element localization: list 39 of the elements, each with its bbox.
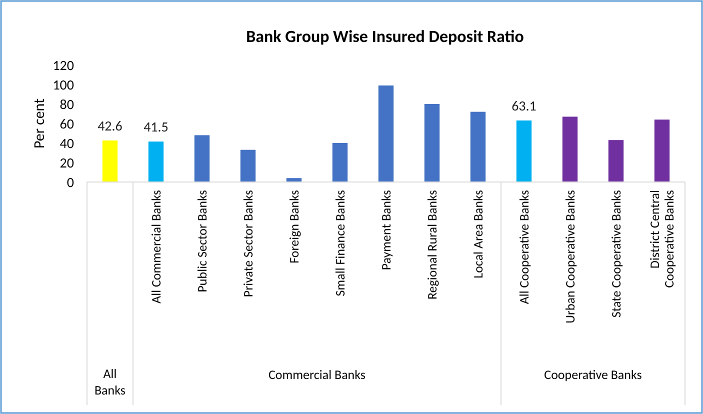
x-tick-label: All Cooperative Banks	[518, 190, 533, 304]
x-tick-label: Foreign Banks	[288, 190, 303, 264]
bar	[608, 140, 624, 182]
x-tick-label: Payment Banks	[380, 190, 395, 270]
y-tick-label: 40	[60, 134, 74, 152]
x-tick-label: State Cooperative Banks	[610, 190, 625, 318]
bar	[148, 142, 164, 182]
data-label: 42.6	[98, 117, 122, 134]
bar	[378, 85, 394, 182]
x-tick-label: Urban Cooperative Banks	[564, 190, 579, 324]
y-tick-label: 100	[52, 76, 74, 94]
bar	[194, 135, 210, 182]
data-label: 41.5	[144, 118, 168, 136]
y-axis-title: Per cent	[31, 98, 49, 149]
data-label: 63.1	[512, 97, 536, 114]
x-tick-label: Regional Rural Banks	[426, 190, 441, 300]
y-tick-label: 80	[60, 96, 74, 113]
x-tick-label: District Central Cooperative Banks	[648, 190, 678, 288]
x-tick-label: Private Sector Banks	[242, 190, 257, 298]
y-tick-label: 60	[60, 115, 74, 132]
y-tick-label: 120	[52, 56, 74, 74]
bar	[516, 120, 532, 182]
bar	[240, 150, 256, 182]
bar	[332, 143, 348, 182]
y-tick-label: 20	[60, 154, 74, 172]
text: Cooperative Banks	[544, 368, 642, 383]
x-tick-label: Public Sector Banks	[196, 190, 211, 292]
bar	[102, 140, 118, 182]
x-tick-label: Small Finance Banks	[334, 190, 349, 296]
x-tick-label: All Commercial Banks	[150, 190, 165, 304]
x-tick-label: Local Area Banks	[472, 190, 487, 278]
bar	[562, 116, 578, 182]
text: Commercial Banks	[268, 368, 366, 383]
chart-title: Bank Group Wise Insured Deposit Ratio	[246, 26, 524, 47]
bar	[654, 120, 670, 182]
y-tick-label: 0	[66, 174, 74, 191]
bar	[470, 112, 486, 182]
text: All Banks	[94, 367, 126, 398]
bar	[424, 104, 440, 182]
